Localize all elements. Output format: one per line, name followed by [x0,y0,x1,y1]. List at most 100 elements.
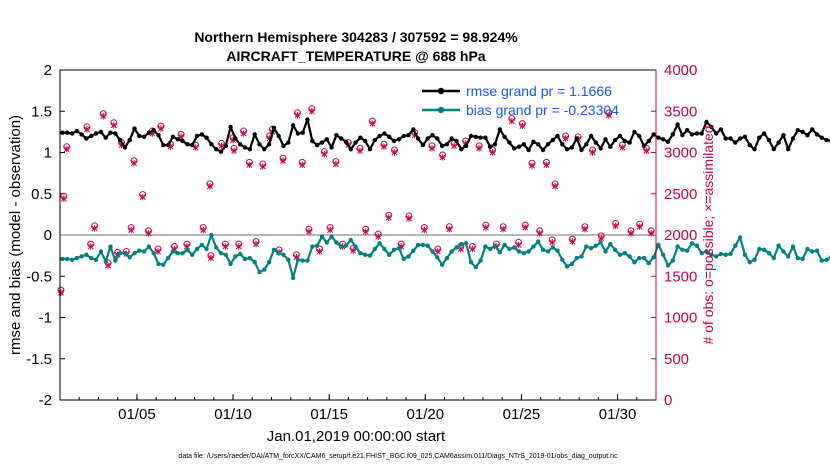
obs-assimilated-point [294,112,301,119]
obs-assimilated-point [536,230,543,237]
bias-series [60,232,830,281]
bias-point [305,258,310,263]
bias-point [156,261,161,267]
rmse-point [295,131,301,136]
bias-point [353,244,358,249]
obs-assimilated-point [235,243,242,250]
rmse-point [281,143,286,149]
bias-point [439,262,445,267]
obs-assimilated-point [231,147,237,155]
rmse-point [190,142,195,148]
bias-point [752,257,757,262]
obs-assimilated-point [207,183,213,190]
bias-point [502,242,507,248]
rmse-point [810,127,815,132]
rmse-point [444,142,450,147]
y-axis-label-right: # of obs: o=possible; ×=assimilated [700,125,716,344]
bias-point [521,251,526,256]
rmse-point [488,144,493,149]
bias-point [209,232,214,238]
rmse-point [425,136,430,141]
rmse-point [194,133,200,139]
rmse-point [651,132,656,137]
bias-point [612,247,618,252]
rmse-point [742,134,748,139]
rmse-point [622,138,627,144]
obs-assimilated-point [306,228,312,235]
bias-point [425,243,430,248]
bias-point [449,249,454,254]
obs-assimilated-point [280,157,286,164]
legend-bias-label: bias grand pr = -0.23304 [466,102,619,118]
obs-assimilated-point [529,162,535,169]
rmse-point [709,124,714,130]
rmse-point [689,132,695,137]
rmse-point [69,131,75,136]
right-tick-label: 4000 [664,62,697,79]
obs-assimilated-point [581,226,588,233]
bias-point [512,245,517,250]
obs-assimilated-point [451,142,458,150]
rmse-point [646,138,651,144]
rmse-point [98,129,104,135]
bias-point [214,245,219,250]
rmse-point [151,128,156,133]
bias-point [761,247,767,252]
bias-point [180,251,185,256]
right-tick-label: 500 [664,351,689,368]
bias-point [242,256,248,262]
left-tick-label: 0 [44,227,52,244]
obs-assimilated-point [628,230,634,237]
rmse-point [387,134,392,139]
bias-point [266,260,272,265]
bias-point [694,243,700,248]
rmse-point [661,137,666,142]
bias-point [420,242,426,248]
bias-point [675,244,680,249]
obs-assimilated-point [522,224,529,231]
left-tick-label: 2 [44,62,52,79]
bias-point [98,249,104,254]
rmse-point [584,142,589,147]
obs-assimilated-point [569,238,576,245]
rmse-point [781,133,786,138]
obs-assimilated-point [128,226,135,234]
rmse-point [127,137,132,143]
obs-assimilated-point [589,149,596,156]
x-tick-label: 01/05 [118,406,156,423]
rmse-point [65,130,70,135]
obs-assimilated-point [308,108,315,115]
rmse-point [555,133,560,139]
obs-assimilated-point [139,193,146,201]
rmse-point [262,147,267,152]
rmse-point [512,146,517,151]
bias-point [737,235,743,240]
bias-point [329,234,334,239]
rmse-point [574,136,579,141]
bias-point [709,252,714,257]
obs-assimilated-point [636,223,643,230]
rmse-point [680,133,685,138]
bias-point [800,256,805,262]
rmse-point [766,137,772,143]
rmse-point [449,136,454,141]
bias-point [122,251,128,256]
rmse-point [478,135,483,140]
rmse-point [141,134,147,139]
bias-point [651,255,656,260]
x-axis-label: Jan.01,2019 00:00:00 start [267,428,446,445]
bias-point [252,260,257,265]
rmse-point [545,142,551,147]
bias-point [483,244,488,249]
bias-point [757,246,762,252]
obs-assimilated-point [391,149,398,156]
rmse-point [84,136,89,141]
bias-point [286,257,291,262]
bias-point [65,256,70,262]
rmse-point [334,133,339,138]
rmse-point [132,126,137,131]
rmse-point [699,131,704,136]
obs-assimilated-point [385,214,392,221]
bias-point [728,251,733,257]
